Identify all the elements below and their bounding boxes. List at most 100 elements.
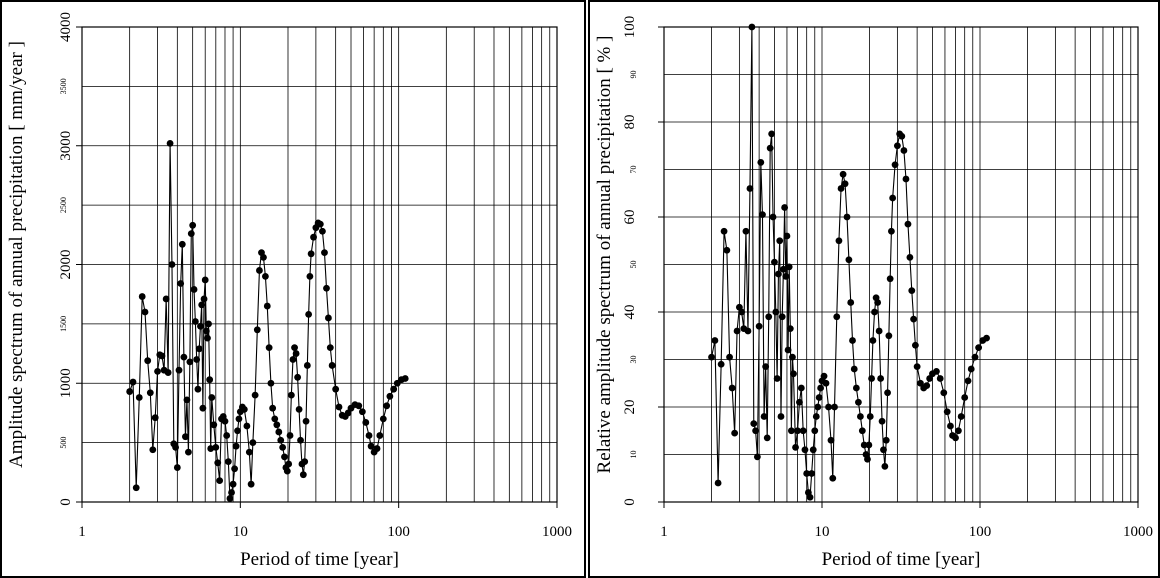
x-tick-label: 10	[233, 524, 248, 540]
data-point	[843, 213, 851, 221]
y-tick-label: 2000	[58, 250, 74, 280]
data-point	[325, 314, 332, 322]
data-point	[783, 232, 791, 240]
data-point	[900, 147, 908, 154]
data-point	[249, 439, 257, 447]
data-point	[210, 421, 218, 429]
amplitude-chart: 1 10 100 1000 0 1000 2000 3000 4000 500 1500 2500 35…	[6, 12, 572, 570]
data-point	[777, 413, 785, 420]
y-tick-label: 4000	[58, 12, 74, 42]
data-point	[204, 334, 211, 342]
y-tick-label: 40	[622, 305, 638, 320]
data-point	[223, 432, 231, 439]
data-point	[776, 237, 784, 245]
data-point	[882, 436, 890, 444]
y-axis-title: Relative amplitude spectrum of annual pr…	[594, 36, 615, 474]
y-tick-label: 60	[622, 210, 638, 225]
y-tick-label: 0	[622, 498, 638, 506]
data-point	[720, 227, 728, 235]
data-point	[808, 470, 816, 477]
data-point	[235, 415, 243, 423]
y-minor-tick-label: 500	[59, 437, 68, 449]
data-point	[355, 402, 363, 410]
data-point	[975, 344, 983, 352]
data-point	[784, 346, 792, 354]
data-point	[221, 417, 229, 425]
data-point	[772, 308, 780, 316]
data-point	[205, 320, 212, 328]
data-point	[193, 356, 201, 363]
data-point	[367, 442, 375, 450]
data-point	[206, 376, 214, 384]
data-point	[757, 158, 765, 166]
data-point	[323, 284, 330, 292]
data-point	[277, 436, 285, 444]
data-point	[173, 464, 181, 471]
data-point	[936, 375, 944, 382]
data-point	[858, 427, 866, 435]
data-point	[825, 403, 832, 411]
y-tick-label: 20	[622, 400, 638, 415]
data-point	[146, 389, 154, 397]
data-point	[164, 369, 172, 376]
data-point	[132, 484, 140, 492]
data-point	[790, 370, 797, 378]
data-point	[759, 211, 766, 219]
data-point	[197, 322, 204, 330]
data-point	[180, 353, 188, 361]
data-point	[889, 194, 897, 202]
x-tick-label: 10	[815, 524, 830, 540]
data-point	[733, 327, 741, 335]
data-point	[877, 375, 885, 382]
data-point	[135, 394, 143, 401]
data-point	[307, 250, 315, 258]
data-point	[265, 344, 273, 352]
data-point	[292, 350, 300, 357]
data-point	[906, 253, 914, 261]
data-point	[281, 453, 288, 461]
data-point	[717, 360, 725, 368]
data-point	[332, 385, 340, 393]
data-point	[376, 432, 384, 439]
data-point	[245, 448, 253, 456]
data-point	[183, 396, 191, 404]
data-point	[271, 415, 279, 423]
data-point	[401, 375, 409, 382]
data-point	[768, 130, 776, 138]
data-point	[185, 448, 192, 456]
y-minor-tick-label: 3500	[59, 78, 68, 94]
data-point	[782, 272, 790, 280]
data-point	[251, 391, 259, 399]
data-point	[812, 413, 820, 420]
data-point	[386, 392, 394, 400]
data-point	[285, 460, 293, 468]
data-point	[855, 398, 862, 406]
data-point	[310, 233, 317, 241]
data-point	[744, 327, 752, 335]
data-point	[126, 388, 134, 395]
data-point	[902, 175, 910, 183]
data-point	[301, 458, 309, 466]
y-minor-tick-label: 30	[629, 356, 638, 364]
data-point	[778, 313, 786, 321]
y-axis-title: Amplitude spectrum of annual precipitati…	[6, 41, 27, 468]
data-point	[172, 443, 179, 451]
data-point	[860, 441, 868, 449]
data-point	[723, 246, 731, 254]
data-point	[831, 403, 838, 411]
data-point	[833, 313, 841, 321]
data-point	[967, 365, 975, 373]
left-panel-border	[0, 0, 586, 578]
data-point	[189, 221, 197, 229]
data-point	[289, 356, 297, 363]
data-point	[869, 337, 877, 344]
data-point	[913, 363, 921, 371]
data-point	[952, 434, 959, 442]
data-point	[229, 480, 237, 488]
data-point	[202, 327, 210, 335]
data-point	[847, 299, 855, 306]
data-point	[875, 327, 883, 335]
data-point	[750, 420, 758, 428]
data-point	[893, 142, 901, 150]
data-point	[891, 161, 899, 169]
